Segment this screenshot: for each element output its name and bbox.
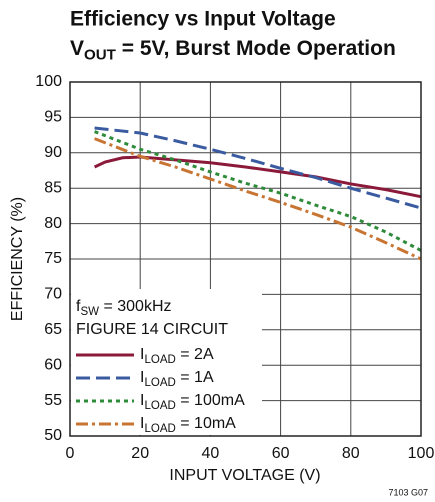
x-tick-label: 100 (408, 445, 435, 462)
y-tick-label: 100 (35, 73, 62, 90)
x-axis-label: INPUT VOLTAGE (V) (169, 467, 320, 484)
y-tick-label: 85 (44, 179, 62, 196)
text-part: LOAD (144, 423, 175, 435)
plot-frame (69, 81, 422, 437)
y-tick-label: 95 (44, 109, 62, 126)
y-tick-label: 70 (44, 286, 62, 303)
legend-label: ILOAD = 2A (140, 346, 214, 366)
text-part: = 5V, Burst Mode Operation (116, 37, 396, 60)
text-part: LOAD (144, 354, 175, 366)
text-part: = 1A (176, 369, 214, 386)
text-part: = 10mA (176, 415, 236, 432)
text-part: = 300kHz (99, 298, 171, 315)
y-tick-label: 80 (44, 215, 62, 232)
y-tick-label: 55 (44, 392, 62, 409)
y-tick-label: 50 (44, 427, 62, 444)
x-tick-label: 40 (202, 445, 220, 462)
y-tick-label: 60 (44, 356, 62, 373)
text-part: = 100mA (176, 392, 245, 409)
x-tick-label: 20 (131, 445, 149, 462)
text-part: V (70, 37, 84, 60)
annotation: fSW = 300kHz (76, 298, 172, 318)
text-part: I (140, 415, 144, 432)
text-part: SW (80, 306, 99, 318)
series-line (94, 126, 422, 210)
x-tick-label: 0 (66, 445, 75, 462)
y-axis-label: EFFICIENCY (%) (9, 197, 26, 321)
legend-label: ILOAD = 10mA (140, 415, 236, 435)
annotation: FIGURE 14 CIRCUIT (76, 321, 228, 338)
text-part: I (140, 346, 144, 363)
text-part: I (140, 369, 144, 386)
figure-note: 7103 G07 (388, 487, 428, 497)
text-part: LOAD (144, 377, 175, 389)
text-part: = 2A (176, 346, 214, 363)
text-part: OUT (84, 46, 117, 63)
legend-label: ILOAD = 100mA (140, 392, 245, 412)
series-line (93, 155, 422, 199)
text-part: I (140, 392, 144, 409)
legend-box (71, 289, 262, 435)
text-part: LOAD (144, 400, 175, 412)
chart-subtitle: VOUT = 5V, Burst Mode Operation (70, 37, 396, 64)
series-line (94, 137, 422, 261)
text-part: f (76, 298, 81, 315)
chart-title: Efficiency vs Input Voltage (70, 8, 336, 31)
series-line (94, 130, 422, 252)
legend-label: ILOAD = 1A (140, 369, 214, 389)
y-tick-label: 65 (44, 321, 62, 338)
text-part: FIGURE 14 CIRCUIT (76, 321, 228, 338)
x-tick-label: 60 (272, 445, 290, 462)
y-tick-label: 90 (44, 144, 62, 161)
y-tick-label: 75 (44, 250, 62, 267)
x-tick-label: 80 (342, 445, 360, 462)
plot (93, 126, 422, 261)
